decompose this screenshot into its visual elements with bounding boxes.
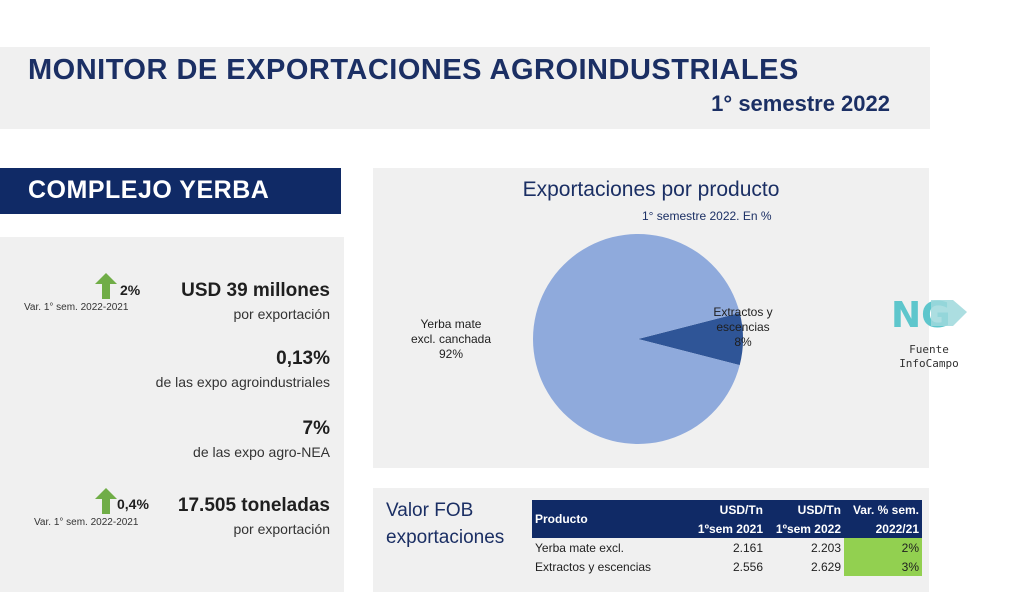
tonnage-variation-label: Var. 1° sem. 2022-2021 — [34, 517, 139, 528]
pie-chart: Extractos y escencias 8% Yerba mate excl. ca… — [411, 234, 773, 445]
chart-title: Exportaciones por producto — [522, 178, 780, 201]
source-label-line2: InfoCampo — [899, 357, 959, 370]
up-arrow-icon — [95, 488, 117, 514]
page-title: MONITOR DE EXPORTACIONES AGROINDUSTRIALE… — [28, 54, 799, 86]
section-title: COMPLEJO YERBA — [28, 176, 270, 204]
export-value-main: USD 39 millones — [181, 280, 330, 301]
tonnage-main: 17.505 toneladas — [177, 495, 330, 516]
cell-usd2022: 2.629 — [810, 559, 841, 574]
pie-label-extractos: Extractos y escencias 8% — [713, 305, 772, 349]
cell-var: 3% — [844, 557, 922, 576]
section-title-bar — [0, 168, 341, 214]
agro-share-main: 0,13% — [276, 348, 330, 369]
pie-slice-yerba — [533, 234, 740, 445]
col-header-product: Producto — [532, 500, 686, 538]
cell-product: Extractos y escencias — [535, 559, 652, 574]
cell-usd2022: 2.203 — [810, 540, 841, 555]
cell-usd2021: 2.556 — [732, 559, 763, 574]
export-value-variation: 2% — [120, 282, 141, 298]
table-title-line2: exportaciones — [386, 527, 505, 548]
tonnage-sub: por exportación — [233, 521, 330, 537]
col-header-var-bottom: 2022/21 — [844, 519, 922, 538]
header-band — [0, 47, 930, 129]
col-header-usd2021-bottom: 1ºsem 2021 — [686, 519, 766, 538]
col-header-usd2022-bottom: 1ºsem 2022 — [766, 519, 844, 538]
tonnage-variation: 0,4% — [117, 496, 149, 512]
export-value-variation-label: Var. 1° sem. 2022-2021 — [24, 302, 129, 313]
page-subtitle: 1° semestre 2022 — [711, 91, 890, 116]
export-value-sub: por exportación — [233, 306, 330, 322]
cell-var: 2% — [844, 538, 922, 557]
up-arrow-icon — [95, 273, 117, 299]
pie-label-yerba: Yerba mate excl. canchada 92% — [411, 317, 491, 361]
stats-panel — [0, 237, 344, 592]
table-title-line1: Valor FOB — [386, 500, 474, 521]
col-header-usd2022-top: USD/Tn — [766, 500, 844, 519]
table-row: Yerba mate excl. 2.161 2.203 2% — [532, 538, 922, 557]
table-row: Extractos y escencias 2.556 2.629 3% — [532, 557, 922, 576]
nea-share-sub: de las expo agro-NEA — [193, 444, 330, 460]
source-label: Fuente InfoCampo — [893, 343, 965, 371]
col-header-usd2021-top: USD/Tn — [686, 500, 766, 519]
cell-usd2021: 2.161 — [732, 540, 763, 555]
chart-subtitle: 1° semestre 2022. En % — [642, 209, 772, 223]
table-title: Valor FOB exportaciones — [386, 497, 504, 551]
nea-share-main: 7% — [302, 418, 330, 439]
pie-slice-extractos — [638, 312, 743, 366]
agro-share-sub: de las expo agroindustriales — [155, 374, 330, 390]
cell-product: Yerba mate excl. — [535, 540, 624, 555]
fob-table: Producto USD/Tn USD/Tn Var. % sem. 1ºsem… — [532, 500, 922, 576]
col-header-var-top: Var. % sem. — [844, 500, 922, 519]
infocampo-logo: NG — [891, 295, 967, 334]
source-label-line1: Fuente — [909, 343, 949, 356]
